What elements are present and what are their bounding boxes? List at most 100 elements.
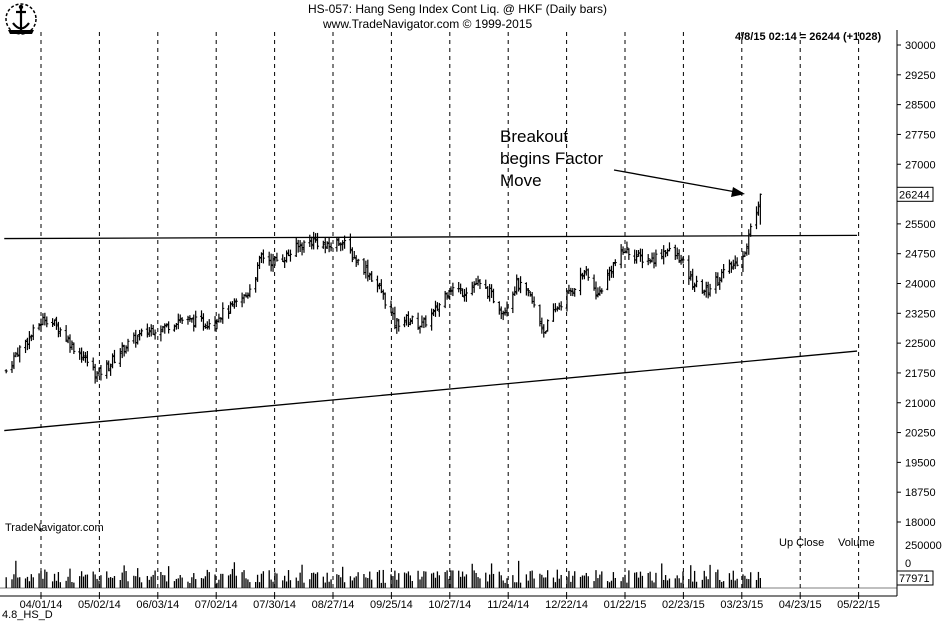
- price-bar: [586, 268, 590, 281]
- price-bar: [240, 292, 244, 308]
- price-bar: [190, 317, 194, 323]
- price-bar: [153, 329, 157, 340]
- price-bar: [499, 306, 503, 320]
- price-bar: [579, 267, 583, 296]
- price-bar: [532, 296, 536, 308]
- price-bar: [569, 287, 573, 297]
- price-bar: [627, 248, 631, 260]
- price-bar: [505, 301, 509, 317]
- price-bar: [611, 262, 615, 278]
- price-bar: [165, 323, 169, 328]
- price-bar: [515, 274, 519, 295]
- price-bar: [735, 257, 739, 267]
- price-bar: [285, 250, 289, 263]
- annotation-line-2: begins Factor: [500, 149, 603, 168]
- price-bar: [410, 315, 414, 325]
- price-bar: [462, 288, 466, 302]
- price-bar: [370, 271, 374, 282]
- y-tick-label: 21750: [905, 368, 936, 380]
- price-bar: [464, 287, 468, 302]
- price-bar: [609, 265, 613, 278]
- price-bar: [720, 269, 724, 283]
- price-bar: [232, 298, 236, 309]
- price-bar: [731, 259, 735, 270]
- price-bar: [254, 276, 258, 293]
- x-tick-label: 12/22/14: [545, 599, 588, 611]
- price-bar: [97, 367, 101, 377]
- price-bar: [573, 288, 577, 297]
- price-bar: [457, 282, 461, 293]
- price-bar: [300, 242, 304, 256]
- price-bar: [654, 249, 658, 267]
- price-bar: [470, 281, 474, 296]
- price-bar: [695, 275, 699, 288]
- price-bar: [559, 301, 563, 311]
- price-bar: [107, 360, 111, 372]
- price-bar: [83, 351, 87, 363]
- price-bar: [383, 292, 387, 309]
- price-bar: [553, 303, 557, 313]
- price-bar: [43, 312, 47, 326]
- price-bar: [234, 298, 238, 308]
- price-bar: [85, 350, 89, 367]
- y-tick-label: 20250: [905, 428, 936, 440]
- price-bar: [230, 301, 234, 307]
- x-tick-label: 02/23/15: [662, 599, 705, 611]
- price-bar: [51, 318, 55, 328]
- price-bar: [526, 288, 530, 297]
- price-bar: [596, 287, 600, 298]
- price-bar: [375, 275, 379, 293]
- price-bar: [335, 237, 339, 252]
- price-bar: [39, 318, 43, 332]
- price-bar: [621, 246, 625, 255]
- price-bar: [451, 282, 455, 297]
- rising-support-line: [4, 350, 858, 432]
- price-bar: [316, 232, 320, 250]
- price-bar: [167, 321, 171, 334]
- price-bar: [395, 318, 399, 334]
- price-bar: [109, 363, 113, 376]
- price-bar: [329, 242, 333, 252]
- price-bar: [31, 324, 35, 341]
- y-tick-label: 30000: [905, 40, 936, 52]
- price-bar: [503, 307, 507, 316]
- price-bar: [368, 272, 372, 280]
- price-bar: [600, 288, 604, 294]
- price-bar: [56, 321, 60, 338]
- price-bar: [138, 329, 142, 341]
- price-bar: [105, 360, 109, 379]
- price-bar: [14, 351, 18, 358]
- price-bar: [406, 311, 410, 327]
- price-bar: [66, 335, 70, 344]
- price-bar: [673, 244, 677, 260]
- price-bar: [582, 270, 586, 280]
- price-bar: [147, 327, 151, 337]
- price-bar: [93, 363, 97, 384]
- price-bar: [302, 240, 306, 253]
- price-bar: [337, 237, 341, 246]
- volume-tick-label: 250000: [905, 540, 942, 552]
- price-bar: [132, 332, 136, 344]
- price-bar: [176, 313, 180, 330]
- price-tick-labels: 30000 29250 28500 27750 27000 25500 24750 24000…: [896, 40, 936, 529]
- price-bar: [754, 206, 758, 230]
- price-bar: [544, 330, 548, 334]
- price-bar: [747, 229, 751, 255]
- price-bar: [180, 317, 184, 325]
- price-bar: [321, 240, 325, 249]
- price-bar: [37, 323, 41, 331]
- price-bar: [443, 290, 447, 309]
- y-tick-label: 19500: [905, 457, 936, 469]
- price-bar: [271, 253, 275, 272]
- price-bar: [517, 277, 521, 292]
- price-bar: [437, 302, 441, 317]
- price-bar: [542, 324, 546, 338]
- price-bar: [310, 236, 314, 250]
- price-bar: [741, 251, 745, 273]
- price-bar: [259, 252, 263, 264]
- price-bar: [691, 268, 695, 290]
- price-bar: [758, 193, 762, 225]
- price-bar: [10, 361, 14, 373]
- price-bar: [555, 306, 559, 312]
- price-bar: [227, 305, 231, 319]
